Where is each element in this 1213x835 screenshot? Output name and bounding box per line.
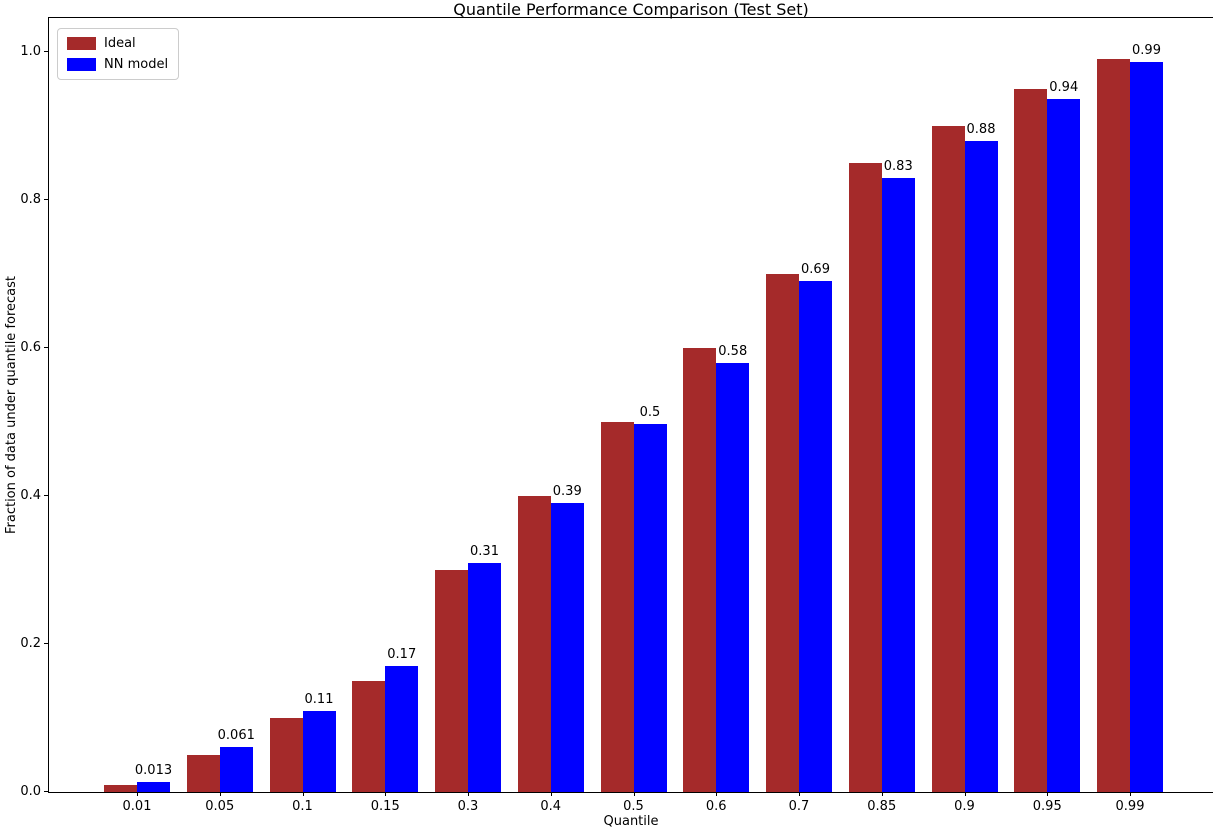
bar-nn-0.3	[468, 563, 501, 792]
bar-ideal-0.3	[435, 570, 468, 792]
bar-nn-0.95	[1047, 99, 1081, 792]
x-tick-mark	[385, 792, 387, 796]
legend-swatch-ideal	[67, 37, 96, 50]
bar-value-label: 0.013	[134, 763, 173, 779]
bar-ideal-0.01	[104, 785, 137, 792]
y-axis-ticks: 0.0 0.2 0.4 0.6 0.8 1.0	[20, 18, 1213, 799]
x-tick-label: 0.15	[370, 799, 400, 814]
legend-swatch-nn-model	[67, 58, 96, 71]
x-tick-mark	[716, 792, 718, 796]
bar-nn-0.5	[633, 424, 667, 792]
legend-label-nn-model: NN model	[104, 57, 169, 72]
y-tick-mark	[44, 51, 48, 52]
bar-ideal-0.9	[931, 126, 965, 792]
y-tick-mark	[44, 791, 48, 792]
x-tick-label: 0.99	[1115, 799, 1145, 814]
x-tick-label: 0.4	[540, 799, 562, 814]
bar-nn-0.99	[1130, 62, 1163, 792]
bar-value-label: 0.99	[1132, 42, 1161, 58]
x-tick-mark	[302, 792, 304, 796]
bar-value-label: 0.94	[1049, 79, 1079, 95]
y-axis-label: Fraction of data under quantile forecast	[4, 275, 19, 535]
x-tick-mark	[219, 792, 221, 796]
bar-nn-0.1	[302, 711, 336, 792]
y-tick-mark	[44, 347, 48, 348]
bar-nn-0.6	[716, 363, 750, 792]
y-tick-label: 0.8	[20, 192, 41, 207]
y-tick-label: 0.4	[20, 488, 41, 503]
y-tick-label: 1.0	[20, 44, 41, 59]
bar-ideal-0.85	[848, 163, 882, 792]
legend-label-ideal: Ideal	[104, 36, 136, 51]
y-tick-label: 0.0	[20, 784, 41, 799]
bar-ideal-0.4	[517, 496, 551, 792]
bar-value-label: 0.5	[639, 405, 661, 421]
x-tick-label: 0.85	[867, 799, 897, 814]
bar-ideal-0.05	[186, 755, 220, 792]
bar-ideal-0.95	[1014, 89, 1048, 792]
bars-layer: 0.013 0.061 0.11 0.17 0.31 0.39 0.5 0.58 0.69 0.8…	[49, 18, 1213, 792]
chart-title: Quantile Performance Comparison (Test Se…	[453, 0, 809, 19]
y-tick-mark	[44, 495, 48, 496]
x-tick-mark	[799, 792, 800, 796]
bar-ideal-0.7	[766, 274, 799, 792]
bar-nn-0.4	[550, 503, 584, 792]
bar-value-label: 0.39	[552, 484, 582, 500]
bar-value-label: 0.83	[883, 158, 913, 174]
legend-entry-nn-model: NN model	[67, 57, 168, 72]
x-axis-label: Quantile	[603, 814, 659, 829]
x-tick-label: 0.6	[705, 799, 727, 814]
bar-nn-0.9	[964, 141, 998, 792]
x-axis-ticks: 0.01 0.05 0.1 0.15 0.3 0.4 0.5 0.6 0.7 0.85 0.9 0.9…	[49, 18, 1213, 814]
bar-value-label: 0.69	[801, 262, 830, 278]
x-tick-label: 0.9	[954, 799, 975, 814]
plot-area: 0.013 0.061 0.11 0.17 0.31 0.39 0.5 0.58 0.69 0.8…	[20, 17, 1213, 814]
bar-nn-0.01	[137, 782, 170, 792]
x-tick-mark	[1047, 792, 1049, 796]
x-tick-label: 0.05	[205, 799, 235, 814]
x-tick-mark	[1130, 792, 1131, 796]
x-tick-mark	[550, 792, 552, 796]
bar-value-label: 0.31	[470, 543, 499, 559]
bar-ideal-0.5	[600, 422, 634, 792]
bar-nn-0.05	[219, 747, 253, 792]
x-tick-mark	[468, 792, 469, 796]
x-tick-mark	[881, 792, 883, 796]
legend: Ideal NN model	[57, 28, 180, 80]
y-tick-mark	[44, 643, 48, 644]
bar-ideal-0.6	[683, 348, 717, 792]
bar-value-label: 0.58	[718, 343, 748, 359]
y-tick-label: 0.6	[20, 340, 41, 355]
legend-entry-ideal: Ideal	[67, 36, 168, 51]
bar-ideal-0.15	[352, 681, 386, 792]
bar-value-label: 0.88	[966, 121, 996, 137]
bar-value-label: 0.061	[217, 727, 255, 743]
bar-ideal-0.1	[269, 718, 303, 792]
x-tick-mark	[137, 792, 138, 796]
x-tick-label: 0.01	[122, 799, 152, 814]
x-tick-label: 0.95	[1032, 799, 1062, 814]
x-tick-label: 0.1	[292, 799, 313, 814]
y-tick-mark	[44, 199, 48, 200]
x-tick-label: 0.7	[788, 799, 810, 814]
x-tick-label: 0.5	[623, 799, 644, 814]
y-tick-label: 0.2	[20, 636, 41, 651]
x-tick-mark	[964, 792, 966, 796]
bar-nn-0.15	[385, 666, 419, 792]
bar-value-label: 0.17	[387, 647, 417, 663]
x-tick-label: 0.3	[457, 799, 479, 814]
x-tick-mark	[633, 792, 635, 796]
bar-nn-0.7	[799, 281, 832, 792]
bar-value-label: 0.11	[304, 691, 334, 707]
bar-nn-0.85	[881, 178, 915, 792]
bar-ideal-0.99	[1097, 59, 1130, 792]
